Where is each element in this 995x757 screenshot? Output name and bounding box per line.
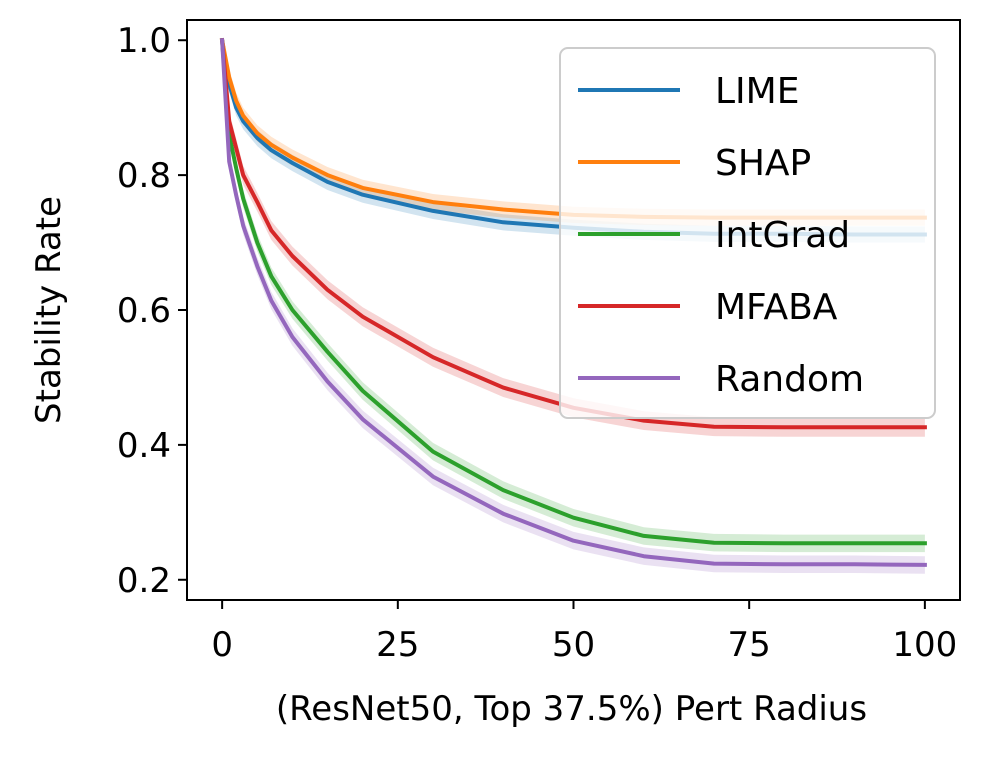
y-tick-label: 0.4 bbox=[117, 426, 171, 466]
y-tick-label: 0.8 bbox=[117, 156, 171, 196]
x-tick-label: 75 bbox=[728, 625, 771, 665]
x-tick-label: 0 bbox=[211, 625, 233, 665]
band-random bbox=[222, 40, 925, 574]
y-tick-label: 0.2 bbox=[117, 561, 171, 601]
line-mfaba bbox=[219, 38, 927, 430]
y-tick-label: 0.6 bbox=[117, 291, 171, 331]
y-axis-label: Stability Rate bbox=[29, 196, 69, 424]
x-axis-ticks: 0 25 50 75 100 bbox=[211, 600, 957, 665]
legend-label-shap: SHAP bbox=[715, 143, 811, 184]
series-lines bbox=[219, 37, 927, 567]
y-axis-ticks: 0.2 0.4 0.6 0.8 1.0 bbox=[117, 21, 187, 601]
legend-label-mfaba: MFABA bbox=[715, 287, 838, 328]
line-intgrad bbox=[219, 38, 927, 546]
y-tick-label: 1.0 bbox=[117, 21, 171, 61]
legend-label-random: Random bbox=[715, 359, 864, 400]
x-tick-label: 25 bbox=[376, 625, 419, 665]
line-random bbox=[219, 38, 927, 567]
x-tick-label: 50 bbox=[552, 625, 595, 665]
legend-label-lime: LIME bbox=[715, 71, 799, 112]
legend-box bbox=[559, 47, 936, 419]
legend-label-intgrad: IntGrad bbox=[715, 215, 850, 256]
x-tick-label: 100 bbox=[892, 625, 957, 665]
legend: LIME SHAP IntGrad MFABA Random bbox=[559, 47, 936, 419]
band-intgrad bbox=[222, 40, 925, 553]
x-axis-label: (ResNet50, Top 37.5%) Pert Radius bbox=[276, 689, 867, 729]
